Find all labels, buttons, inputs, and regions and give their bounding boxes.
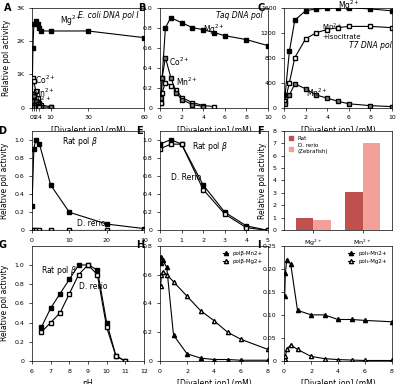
Text: Mg$^{2+}$: Mg$^{2+}$ — [203, 22, 225, 36]
Text: D: D — [0, 126, 6, 136]
Text: Co$^{2+}$: Co$^{2+}$ — [35, 74, 55, 86]
Text: T7 DNA pol: T7 DNA pol — [349, 41, 392, 50]
Text: Mn$^{2+}$
+isocitrate: Mn$^{2+}$ +isocitrate — [322, 22, 360, 40]
Text: G: G — [0, 240, 6, 250]
Text: C: C — [257, 3, 264, 13]
Text: Mn$^{2+}$: Mn$^{2+}$ — [34, 86, 55, 99]
Text: Taq DNA pol: Taq DNA pol — [216, 11, 263, 20]
Text: I: I — [257, 240, 260, 250]
Text: E. coli DNA pol I: E. coli DNA pol I — [78, 11, 138, 20]
Bar — [345, 192, 362, 230]
X-axis label: [Divalent ion] (mM): [Divalent ion] (mM) — [51, 126, 125, 135]
Legend: polβ-Mn2+, polβ-Mg2+: polβ-Mn2+, polβ-Mg2+ — [220, 248, 265, 266]
Bar — [362, 143, 380, 230]
Bar — [296, 218, 314, 230]
Text: Rat pol $\beta$: Rat pol $\beta$ — [41, 264, 77, 276]
Text: Co$^{2+}$: Co$^{2+}$ — [169, 55, 189, 68]
Text: A: A — [4, 3, 12, 13]
Y-axis label: Relative pol activity: Relative pol activity — [0, 142, 9, 218]
Text: Rat pol $\beta$: Rat pol $\beta$ — [62, 135, 98, 148]
Legend: polι-Mn2+, polι-Mg2+: polι-Mn2+, polι-Mg2+ — [346, 248, 389, 266]
Text: F: F — [257, 126, 264, 136]
Text: D. rerio: D. rerio — [77, 219, 105, 228]
Legend: Rat, D. rerio
(Zebrafish): Rat, D. rerio (Zebrafish) — [287, 133, 331, 156]
Text: Ni$^{2+}$: Ni$^{2+}$ — [32, 94, 51, 107]
Text: B: B — [138, 3, 146, 13]
Text: Mg$^{2+}$: Mg$^{2+}$ — [60, 14, 82, 28]
X-axis label: [Mn2+]: [Mn2+] — [200, 248, 228, 258]
Text: D. Rerio: D. Rerio — [171, 174, 201, 182]
Text: D. rerio: D. rerio — [79, 282, 107, 291]
Bar — [314, 220, 331, 230]
Text: E: E — [136, 126, 143, 136]
Text: Mn$^{2+}$: Mn$^{2+}$ — [306, 86, 328, 99]
X-axis label: [Divalent ion] (mM): [Divalent ion] (mM) — [301, 379, 375, 384]
Y-axis label: Relative pol activity: Relative pol activity — [0, 265, 9, 341]
X-axis label: pH: pH — [83, 379, 93, 384]
Text: Mn$^{2+}$: Mn$^{2+}$ — [176, 75, 198, 88]
X-axis label: [Divalent ion] (mM): [Divalent ion] (mM) — [301, 126, 375, 135]
Text: Mg$^{2+}$: Mg$^{2+}$ — [338, 0, 360, 13]
X-axis label: [Divalent ion] (mM): [Divalent ion] (mM) — [177, 379, 251, 384]
X-axis label: [Divalent ion] (mM): [Divalent ion] (mM) — [177, 126, 251, 135]
Y-axis label: Relative pol activity: Relative pol activity — [2, 20, 11, 96]
Text: H: H — [136, 240, 144, 250]
X-axis label: [Mg2+]: [Mg2+] — [74, 248, 102, 258]
Text: Rat pol $\beta$: Rat pol $\beta$ — [192, 140, 228, 153]
Y-axis label: Relative pol activity: Relative pol activity — [258, 142, 267, 218]
